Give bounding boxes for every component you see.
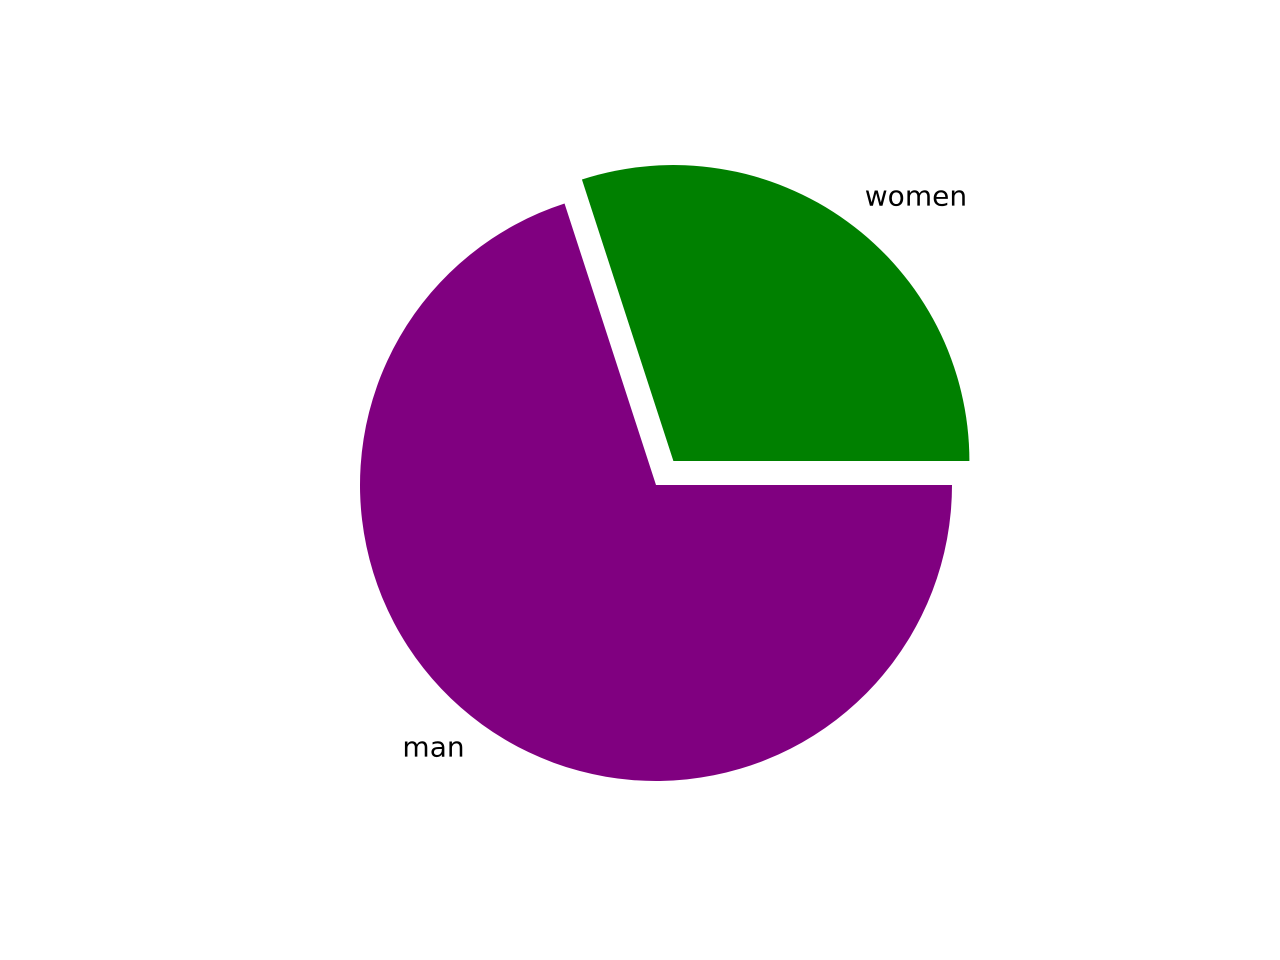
- pie-labels: women man: [402, 180, 967, 764]
- pie-slice-man: [360, 203, 952, 781]
- pie-slice-women: [581, 165, 970, 462]
- pie-label-women: women: [865, 180, 967, 213]
- pie-label-man: man: [402, 730, 464, 763]
- pie-slices: [360, 165, 970, 781]
